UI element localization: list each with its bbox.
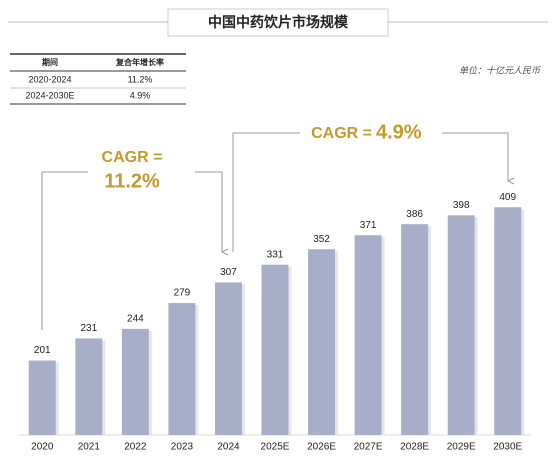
cagr-value: 4.9% (376, 121, 422, 143)
bar (75, 338, 103, 435)
bar (447, 215, 475, 435)
value-label: 231 (80, 323, 97, 334)
value-label: 279 (174, 288, 191, 299)
bar (121, 328, 149, 435)
value-label: 307 (220, 267, 237, 278)
cagr-bracket (442, 132, 508, 181)
x-tick-label: 2028E (400, 442, 429, 453)
bar (28, 360, 56, 435)
value-label: 398 (453, 200, 470, 211)
x-tick-label: 2025E (261, 442, 290, 453)
x-tick-label: 2024 (217, 442, 240, 453)
chart-title: 中国中药饮片市场规模 (208, 14, 349, 31)
value-label: 386 (406, 209, 423, 220)
table-header: 复合年增长率 (115, 57, 164, 67)
x-tick-label: 2030E (493, 442, 522, 453)
bar (401, 224, 429, 435)
cagr-bracket (41, 171, 88, 330)
bar (494, 207, 522, 435)
bar (261, 264, 289, 435)
table-cell: 2024-2030E (25, 90, 74, 100)
table-cell: 4.9% (130, 90, 151, 100)
table-cell: 2020-2024 (28, 74, 71, 84)
x-tick-label: 2029E (447, 442, 476, 453)
title-box (167, 8, 389, 37)
value-label: 244 (127, 313, 144, 324)
table-header: 期间 (42, 57, 58, 67)
x-tick-label: 2027E (354, 442, 383, 453)
bar (214, 282, 242, 435)
x-tick-label: 2021 (78, 442, 101, 453)
bar (308, 249, 336, 435)
cagr-value: 11.2% (104, 170, 160, 192)
bar (168, 303, 196, 435)
cagr-bracket (232, 132, 300, 252)
x-tick-label: 2022 (124, 442, 147, 453)
value-label: 201 (34, 345, 51, 356)
value-label: 352 (313, 234, 330, 245)
unit-label: 单位：十亿元人民币 (459, 65, 541, 75)
x-tick-label: 2023 (171, 442, 194, 453)
cagr-label: CAGR = (311, 125, 372, 142)
value-label: 409 (499, 192, 516, 203)
value-label: 371 (360, 220, 377, 231)
x-tick-label: 2020 (31, 442, 54, 453)
bar (354, 235, 382, 435)
value-label: 331 (267, 249, 284, 260)
cagr-bracket (195, 171, 222, 252)
x-tick-label: 2026E (307, 442, 336, 453)
cagr-label: CAGR = (102, 149, 163, 166)
table-cell: 11.2% (128, 74, 153, 84)
